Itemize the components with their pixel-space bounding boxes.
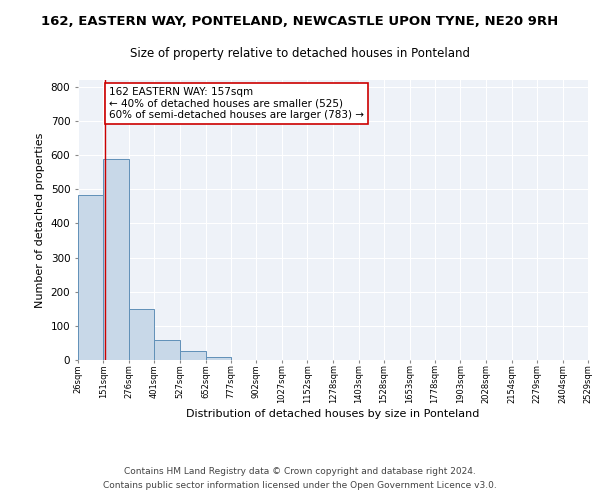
X-axis label: Distribution of detached houses by size in Ponteland: Distribution of detached houses by size … (187, 409, 479, 419)
Bar (78, 195, 103, 360)
Bar (180, 352, 206, 360)
Bar (103, 158, 129, 360)
Text: Contains HM Land Registry data © Crown copyright and database right 2024.: Contains HM Land Registry data © Crown c… (124, 467, 476, 476)
Bar (154, 340, 180, 360)
Text: Size of property relative to detached houses in Ponteland: Size of property relative to detached ho… (130, 48, 470, 60)
Bar (206, 358, 231, 360)
Text: 162 EASTERN WAY: 157sqm
← 40% of detached houses are smaller (525)
60% of semi-d: 162 EASTERN WAY: 157sqm ← 40% of detache… (109, 87, 364, 120)
Text: 162, EASTERN WAY, PONTELAND, NEWCASTLE UPON TYNE, NE20 9RH: 162, EASTERN WAY, PONTELAND, NEWCASTLE U… (41, 15, 559, 28)
Y-axis label: Number of detached properties: Number of detached properties (35, 132, 45, 308)
Text: Contains public sector information licensed under the Open Government Licence v3: Contains public sector information licen… (103, 481, 497, 490)
Bar (129, 310, 154, 360)
